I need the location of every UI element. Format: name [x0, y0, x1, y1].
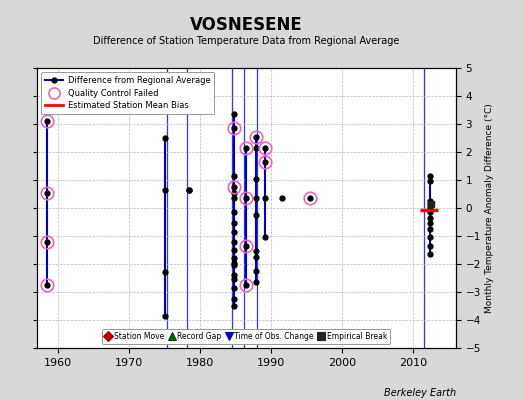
Y-axis label: Monthly Temperature Anomaly Difference (°C): Monthly Temperature Anomaly Difference (…	[485, 103, 494, 313]
Legend: Station Move, Record Gap, Time of Obs. Change, Empirical Break: Station Move, Record Gap, Time of Obs. C…	[102, 329, 390, 344]
Text: VOSNESENE: VOSNESENE	[190, 16, 303, 34]
Text: Berkeley Earth: Berkeley Earth	[384, 388, 456, 398]
Text: Difference of Station Temperature Data from Regional Average: Difference of Station Temperature Data f…	[93, 36, 399, 46]
